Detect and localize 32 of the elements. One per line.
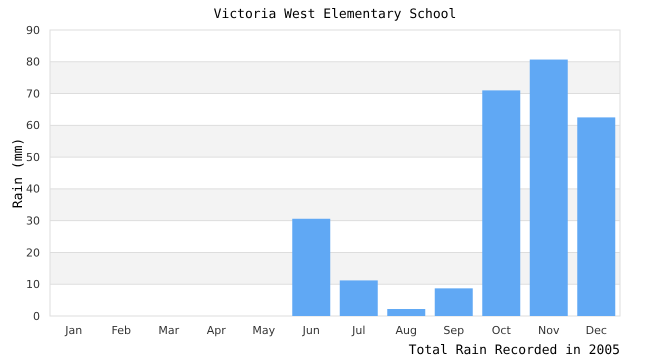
y-tick-label: 0 [33,310,40,323]
x-tick-label: Sep [443,324,464,337]
bar [292,218,330,316]
bar [482,90,520,316]
y-tick-label: 10 [26,278,40,292]
y-tick-label: 20 [26,246,40,260]
x-tick-label: Jun [302,324,320,337]
y-axis-title: Rain (mm) [11,138,26,208]
x-tick-label: May [252,324,276,337]
bar [340,280,378,316]
y-tick-label: 50 [26,150,40,164]
y-tick-label: 60 [26,119,40,132]
bar [387,309,426,316]
x-tick-label: Mar [158,324,180,337]
x-tick-label: Dec [586,324,607,337]
bar [530,60,568,316]
y-tick-label: 80 [26,56,40,69]
x-axis-title: Total Rain Recorded in 2005 [408,343,620,358]
bar [434,288,473,316]
x-tick-label: Oct [492,324,512,337]
chart-title: Victoria West Elementary School [214,7,456,22]
x-tick-label: Apr [206,324,226,337]
x-tick-label: Nov [538,324,560,337]
y-tick-label: 40 [26,182,40,196]
y-tick-label: 90 [26,24,40,37]
x-tick-label: Feb [112,324,131,337]
y-tick-label: 70 [26,87,40,100]
y-tick-label: 30 [26,214,40,228]
x-tick-label: Jan [64,324,82,337]
bar [577,117,616,316]
x-tick-label: Jul [351,324,366,337]
x-tick-label: Aug [396,324,417,337]
